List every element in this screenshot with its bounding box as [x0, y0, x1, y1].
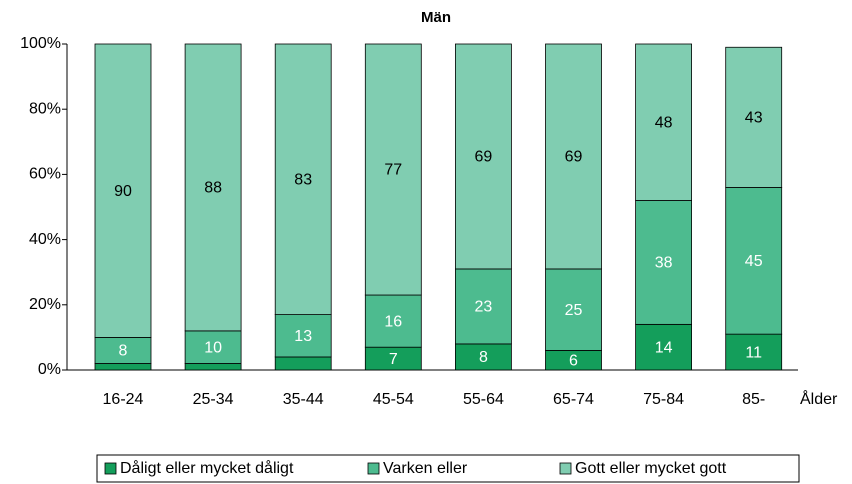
data-label: 8: [119, 343, 128, 360]
bar-segment: [94, 43, 152, 338]
data-label: 90: [114, 183, 132, 200]
bar-segment: [94, 336, 152, 364]
data-label: 14: [655, 339, 673, 356]
x-tick-label: 45-54: [373, 391, 414, 408]
y-tick-label: 40%: [29, 231, 61, 248]
data-label: 48: [655, 114, 673, 131]
legend-swatch: [367, 462, 380, 475]
bar-segment: [725, 187, 783, 335]
data-label: 8: [479, 349, 488, 366]
bar-segment: [635, 323, 692, 371]
data-label: 6: [569, 352, 578, 369]
bar-segment: [94, 363, 152, 371]
data-label: 45: [745, 253, 763, 270]
x-tick-label: 85-: [742, 391, 765, 408]
y-tick-label: 100%: [20, 35, 61, 52]
x-tick-label: 75-84: [643, 391, 684, 408]
y-tick-label: 20%: [29, 296, 61, 313]
bar-segment: [364, 43, 422, 296]
data-label: 16: [384, 313, 402, 330]
data-label: 43: [745, 110, 763, 127]
y-tick-label: 0%: [38, 361, 61, 378]
data-label: 69: [565, 149, 583, 166]
bar-segment: [635, 43, 692, 201]
bar-segment: [725, 46, 783, 188]
bar-segment: [635, 200, 692, 325]
legend-label: Dåligt eller mycket dåligt: [120, 459, 294, 477]
data-label: 10: [204, 339, 222, 356]
data-label: 88: [204, 180, 222, 197]
bar-segment: [454, 43, 512, 270]
legend-label: Gott eller mycket gott: [575, 460, 727, 477]
bar-segment: [725, 333, 783, 371]
data-label: 7: [389, 351, 398, 368]
data-label: 38: [655, 255, 673, 272]
legend-label: Varken eller: [383, 460, 468, 477]
chart-title: Män: [421, 9, 451, 26]
data-label: 23: [475, 299, 493, 316]
data-label: 13: [294, 328, 312, 345]
x-axis-label: Ålder: [800, 389, 838, 408]
x-tick-label: 35-44: [283, 391, 324, 408]
bar-segment: [364, 294, 422, 348]
bar-segment: [545, 268, 602, 351]
y-tick-label: 80%: [29, 100, 61, 117]
y-tick-label: 60%: [29, 166, 61, 183]
bar-segment: [274, 356, 332, 371]
bar-segment: [184, 43, 242, 332]
legend-swatch: [104, 462, 117, 475]
legend-box: [96, 454, 800, 483]
bar-segment: [545, 43, 602, 270]
data-label: 77: [384, 162, 402, 179]
x-tick-label: 16-24: [103, 391, 144, 408]
bar-segment: [274, 43, 332, 315]
data-label: 83: [294, 172, 312, 189]
bar-segment: [184, 363, 242, 371]
data-label: 69: [475, 149, 493, 166]
bar-segment: [454, 268, 512, 345]
x-tick-label: 25-34: [193, 391, 234, 408]
x-tick-label: 65-74: [553, 391, 594, 408]
x-tick-label: 55-64: [463, 391, 504, 408]
legend-swatch: [559, 462, 572, 475]
data-label: 11: [745, 344, 762, 361]
bar-segment: [454, 343, 512, 371]
data-label: 25: [565, 302, 583, 319]
